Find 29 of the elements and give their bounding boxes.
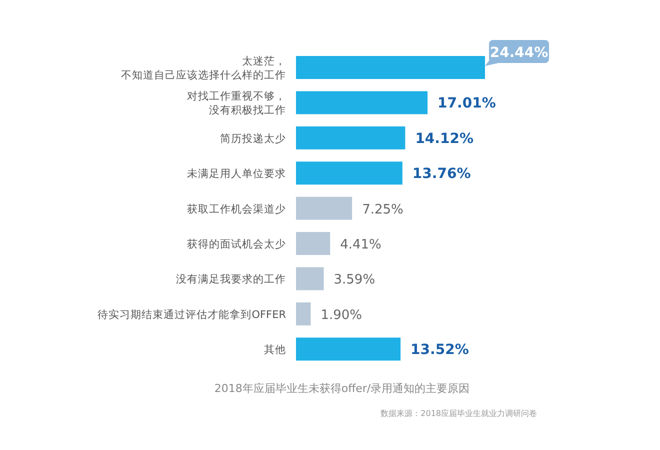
bar [296, 126, 406, 150]
y-tick-label: 获取工作机会渠道少 [187, 202, 286, 216]
y-tick-label: 获得的面试机会太少 [187, 238, 286, 250]
text: 2018年应届毕业生未获得offer/录用通知的主要原因 [214, 382, 470, 395]
y-tick-label: 对找工作重视不够，没有积极找工作 [187, 90, 286, 117]
data-label: 13.76% [412, 166, 471, 182]
bar [296, 196, 352, 220]
bar [296, 162, 402, 185]
data-label: 13.52% [410, 342, 469, 358]
data-label: 24.44% [490, 45, 548, 61]
y-tick-label: 其他 [264, 343, 286, 356]
bar [296, 232, 330, 255]
data-label: 7.25% [362, 202, 404, 218]
data-label: 17.01% [438, 96, 496, 112]
data-label: 4.41% [340, 238, 382, 252]
y-tick-label: 没有满足我要求的工作 [176, 272, 286, 286]
y-tick-label: 简历投递太少 [220, 132, 286, 145]
bar [296, 267, 324, 290]
bar [296, 91, 428, 114]
data-label: 1.90% [320, 308, 362, 323]
bar [296, 338, 401, 361]
data-label: 3.59% [334, 272, 376, 288]
y-tick-label: 待实习期结束通过评估才能拿到OFFER [98, 308, 286, 321]
bar [296, 302, 311, 326]
data-label: 14.12% [415, 130, 474, 147]
y-tick-label: 太迷茫，不知道自己应该选择什么样的工作 [121, 54, 286, 82]
y-tick-label: 未满足用人单位要求 [187, 167, 286, 180]
source-note: 数据来源：2018应届毕业生就业力调研问卷 [380, 409, 537, 418]
bar [296, 56, 485, 79]
